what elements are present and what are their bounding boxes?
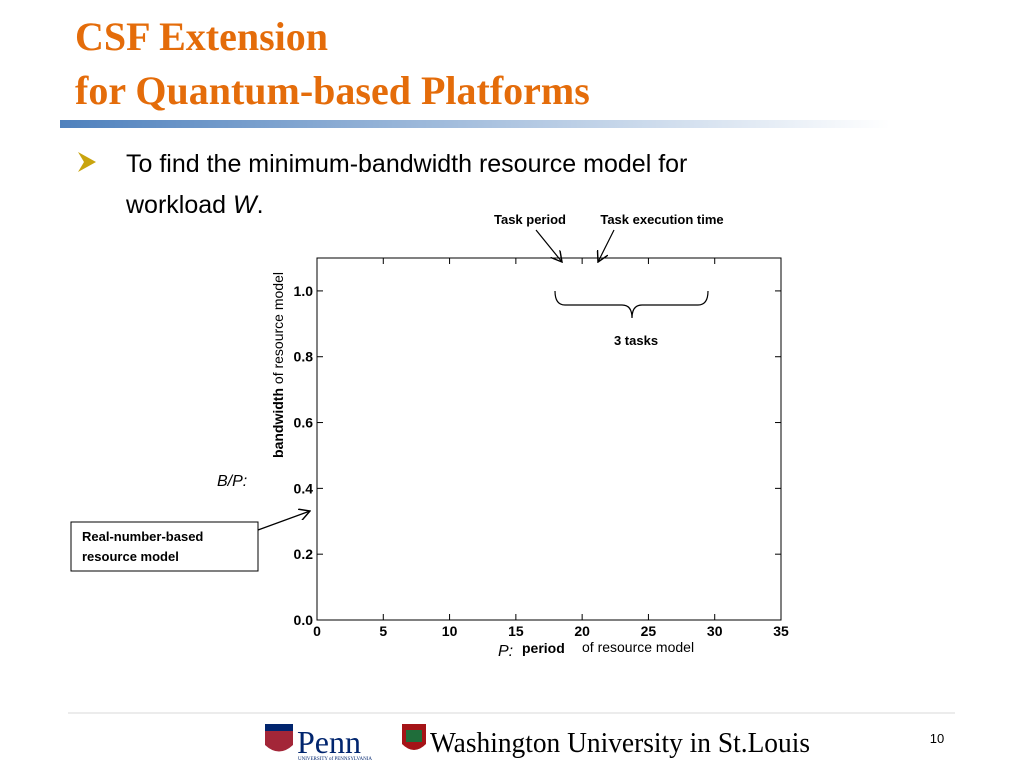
washu-shield-inner xyxy=(406,730,422,742)
title-rule xyxy=(60,120,890,128)
title-line: for Quantum-based Platforms xyxy=(75,68,590,113)
plot-frame xyxy=(316,257,782,621)
text: workload xyxy=(125,191,233,219)
y-tick-label: 0.4 xyxy=(294,480,314,496)
brace xyxy=(554,290,709,319)
penn-shield-band xyxy=(265,724,293,731)
title-line: CSF Extension xyxy=(75,14,328,59)
arrow xyxy=(598,229,615,262)
bullet-text: workload W. xyxy=(125,191,264,219)
x-axis-label: of resource model xyxy=(582,639,694,655)
bullet-icon xyxy=(78,152,96,172)
x-axis-label: period xyxy=(522,640,565,656)
y-tick-label: 1.0 xyxy=(294,283,314,299)
text: W xyxy=(233,191,259,219)
logo-text: Penn xyxy=(297,724,361,760)
x-tick-label: 0 xyxy=(313,623,321,639)
text: . xyxy=(257,191,264,219)
annotation: Real-number-based xyxy=(82,529,203,544)
annotation: resource model xyxy=(82,549,179,564)
annotation-box xyxy=(70,521,259,572)
x-tick-label: 25 xyxy=(641,623,657,639)
page-number: 10 xyxy=(930,731,944,746)
text: bandwidth xyxy=(270,388,286,458)
x-symbol: P: xyxy=(498,643,513,660)
bullet-text: To find the minimum-bandwidth resource m… xyxy=(126,150,687,178)
y-tick-label: 0.8 xyxy=(294,349,314,365)
y-symbol: B/P: xyxy=(217,473,247,490)
y-tick-label: 0.2 xyxy=(294,546,314,562)
annotation: Task period xyxy=(494,212,566,227)
x-tick-label: 10 xyxy=(442,623,458,639)
text: of resource model xyxy=(270,272,286,388)
arrow xyxy=(535,229,562,262)
x-tick-label: 30 xyxy=(707,623,723,639)
annotation: 3 tasks xyxy=(614,333,658,348)
x-tick-label: 35 xyxy=(773,623,789,639)
x-tick-label: 5 xyxy=(379,623,387,639)
y-axis-label: bandwidth of resource model xyxy=(270,272,286,458)
y-tick-label: 0.0 xyxy=(294,612,314,628)
y-tick-label: 0.6 xyxy=(294,415,314,431)
x-tick-label: 20 xyxy=(574,623,590,639)
logo-subtext: UNIVERSITY of PENNSYLVANIA xyxy=(298,757,372,762)
logo-text: Washington University in St.Louis xyxy=(430,728,810,759)
arrow xyxy=(257,511,310,531)
x-tick-label: 15 xyxy=(508,623,524,639)
annotation: Task execution time xyxy=(600,212,723,227)
